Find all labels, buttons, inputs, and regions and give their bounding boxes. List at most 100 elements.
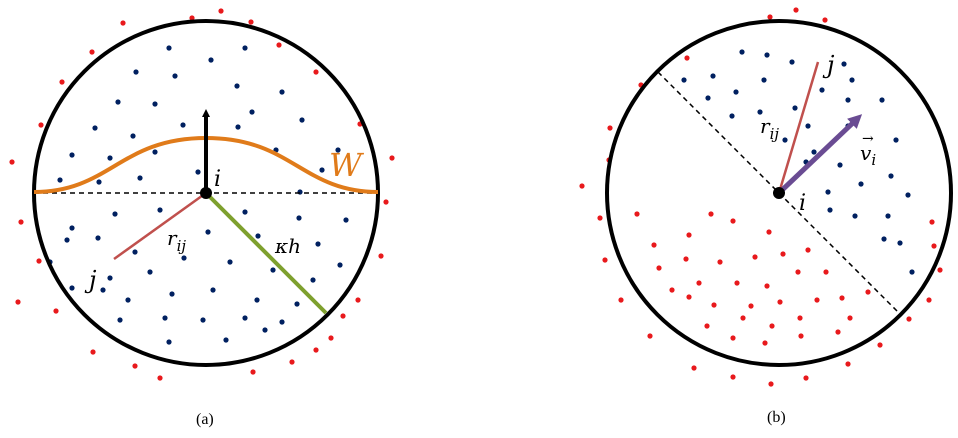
inside-particle [132,249,138,255]
inside-particle [310,277,316,283]
rear-particle [704,323,710,329]
inside-particle [133,69,139,75]
panel-a-label-W: W [329,146,365,184]
outside-particle [822,17,828,23]
inside-particle [92,125,98,131]
front-particle [849,77,855,83]
inside-particle [180,122,186,128]
rear-particle [752,254,758,260]
outside-particle [59,79,65,85]
panel-b-label-rij: rij [760,114,779,143]
inside-particle [315,241,321,247]
inside-particle [125,297,131,303]
outside-particle [793,7,799,13]
inside-particle [57,177,63,183]
outside-particle [250,369,256,375]
rear-particle [805,247,811,253]
rear-particle [839,295,845,301]
inside-particle [227,259,233,265]
front-particle [825,189,831,195]
rear-particle [748,303,754,309]
inside-particle [337,262,343,268]
front-particle [710,73,716,79]
inside-particle [96,179,102,185]
inside-particle [112,211,118,217]
inside-particle [242,45,248,51]
front-particle [909,269,915,275]
rear-particle [711,302,717,308]
rear-particle [814,297,820,303]
inside-particle [234,83,240,89]
outside-particle [877,342,883,348]
inside-particle [64,237,70,243]
inside-particle [169,291,175,297]
rear-particle [797,315,803,321]
inside-particle [107,275,113,281]
panel-b-front-particles [681,49,915,275]
caption-b: (b) [767,409,786,426]
outside-particle [313,347,319,353]
inside-particle [210,287,216,293]
panel-a-support-radius [204,191,328,315]
panel-b: i j rij vi → [579,7,953,387]
rear-particle [686,232,692,238]
rear-particle [634,211,640,217]
panel-b-rear-particles [634,211,871,346]
panel-a-label-i: i [214,167,221,192]
rear-particle [798,333,804,339]
front-particle [739,49,745,55]
inside-particle [235,124,241,130]
front-particle [879,97,885,103]
panel-a-outside-particles [9,8,395,381]
inside-particle [172,73,178,79]
rear-particle [669,287,675,293]
rear-particle [656,265,662,271]
panel-a-rij-line [113,191,207,261]
outside-particle [120,20,126,26]
front-particle [885,213,891,219]
outside-particle [289,359,295,365]
outside-particle [38,122,44,128]
front-particle [681,77,687,83]
rear-particle [730,335,736,341]
inside-particle [147,269,153,275]
front-particle [782,137,788,143]
inside-particle [200,317,206,323]
inside-particle [137,175,143,181]
inside-particle [107,155,113,161]
panel-a-label-kh: κh [274,234,301,258]
outside-particle [684,55,690,61]
inside-particle [255,233,261,239]
outside-particle [618,297,624,303]
panel-b-particle-i [773,187,785,199]
front-particle [888,173,894,179]
outside-particle [937,267,943,273]
front-particle [764,52,770,58]
front-particle [841,61,847,67]
rear-particle [823,269,829,275]
inside-particle [95,235,101,241]
front-particle [757,109,763,115]
rear-particle [696,280,702,286]
inside-particle [242,209,248,215]
outside-particle [383,199,389,205]
panel-b-label-i: i [799,191,806,216]
outside-particle [767,14,773,20]
outside-particle [607,125,613,131]
inside-particle [100,287,106,293]
front-particle [881,236,887,242]
inside-particle [242,315,248,321]
caption-a: (a) [196,411,214,428]
outside-particle [931,243,937,249]
panel-b-label-j: j [822,51,835,79]
panel-b-outside-particles [579,7,943,387]
front-particle [827,207,833,213]
rear-particle [777,299,783,305]
rear-particle [795,269,801,275]
inside-particle [299,117,305,123]
outside-particle [313,69,319,75]
inside-particle [254,297,260,303]
front-particle [705,95,711,101]
inside-particle [166,45,172,51]
outside-particle [597,215,603,221]
